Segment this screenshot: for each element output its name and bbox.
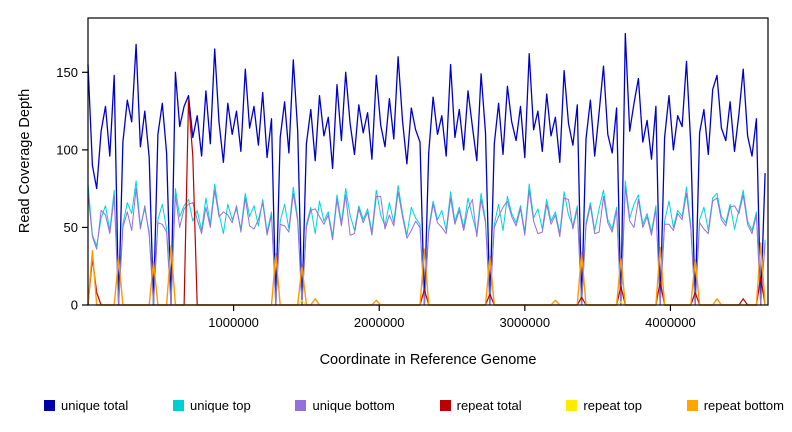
- y-tick-label: 50: [64, 220, 78, 235]
- y-tick-label: 0: [71, 298, 78, 313]
- legend-item-repeat-top: repeat top: [566, 398, 642, 413]
- y-tick-label: 150: [56, 65, 78, 80]
- legend-label: unique total: [61, 397, 129, 413]
- y-tick-label: 100: [56, 142, 78, 157]
- series-unique-total: [87, 32, 766, 306]
- legend-label: repeat bottom: [703, 397, 784, 413]
- x-tick-label: 1000000: [208, 315, 259, 330]
- plot-border: [87, 17, 769, 306]
- legend-label: repeat top: [583, 397, 642, 413]
- legend-item-unique-total: unique total: [44, 398, 128, 413]
- legend-label: repeat total: [456, 397, 522, 413]
- chart-legend: unique total unique top unique bottom repea…: [44, 394, 784, 416]
- legend-swatch: [686, 399, 698, 411]
- x-tick-label: 4000000: [645, 315, 696, 330]
- y-axis-label: Read Coverage Depth: [17, 88, 33, 234]
- legend-item-repeat-total: repeat total: [439, 397, 522, 413]
- legend-swatch: [172, 399, 184, 411]
- x-tick-label: 3000000: [500, 315, 551, 330]
- x-axis-label: Coordinate in Reference Genome: [319, 352, 537, 368]
- legend-label: unique top: [189, 397, 251, 413]
- legend-swatch: [44, 399, 55, 411]
- legend-swatch: [295, 399, 307, 411]
- legend-item-unique-top: unique top: [172, 397, 251, 413]
- x-tick-label: 2000000: [354, 315, 405, 330]
- legend-item-repeat-bottom: repeat bottom: [686, 397, 784, 413]
- legend-swatch: [566, 399, 578, 411]
- legend-item-unique-bottom: unique bottom: [295, 397, 395, 413]
- legend-swatch: [439, 399, 451, 411]
- legend-label: unique bottom: [312, 397, 395, 413]
- coverage-chart: 0 50 100 150 1000000 2000000 3000000 4000000: [56, 17, 769, 330]
